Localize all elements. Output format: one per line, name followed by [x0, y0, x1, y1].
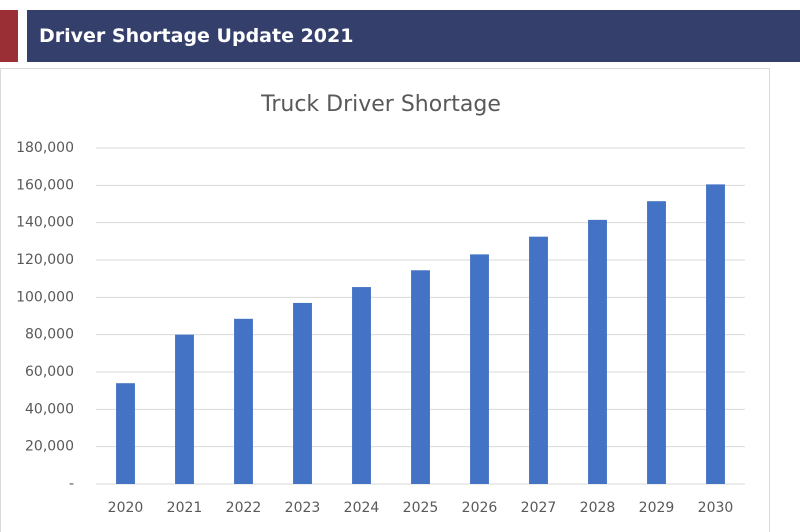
y-tick-label: 40,000 — [25, 401, 74, 417]
x-tick-label: 2029 — [639, 500, 675, 516]
bar — [588, 219, 607, 484]
bar — [175, 334, 194, 484]
bar — [411, 270, 430, 484]
bar — [352, 287, 371, 484]
x-tick-label: 2021 — [167, 500, 203, 516]
bar — [234, 318, 253, 484]
x-tick-label: 2023 — [285, 500, 321, 516]
bar — [647, 201, 666, 484]
x-tick-label: 2020 — [108, 500, 144, 516]
bar — [116, 383, 135, 484]
x-tick-label: 2030 — [698, 500, 734, 516]
bar — [706, 184, 725, 484]
y-tick-label: - — [69, 476, 74, 492]
bar — [470, 254, 489, 484]
x-tick-label: 2022 — [226, 500, 262, 516]
chart-title: Truck Driver Shortage — [260, 92, 501, 117]
x-tick-label: 2024 — [344, 500, 380, 516]
y-tick-label: 60,000 — [25, 364, 74, 380]
accent-block — [0, 10, 18, 62]
chart: Truck Driver Shortage - 20,000 40,000 60,00… — [0, 68, 770, 532]
y-tick-label: 100,000 — [16, 289, 74, 305]
x-tick-label: 2027 — [521, 500, 557, 516]
header-title: Driver Shortage Update 2021 — [39, 25, 354, 47]
y-tick-label: 120,000 — [16, 252, 74, 268]
x-tick-label: 2026 — [462, 500, 498, 516]
y-tick-label: 20,000 — [25, 439, 74, 455]
y-tick-label: 160,000 — [16, 177, 74, 193]
header-banner: Driver Shortage Update 2021 — [27, 10, 800, 62]
y-tick-label: 180,000 — [16, 140, 74, 156]
bar — [293, 302, 312, 484]
x-tick-label: 2028 — [580, 500, 616, 516]
x-tick-label: 2025 — [403, 500, 439, 516]
y-tick-label: 140,000 — [16, 215, 74, 231]
bar — [529, 236, 548, 484]
y-tick-label: 80,000 — [25, 327, 74, 343]
